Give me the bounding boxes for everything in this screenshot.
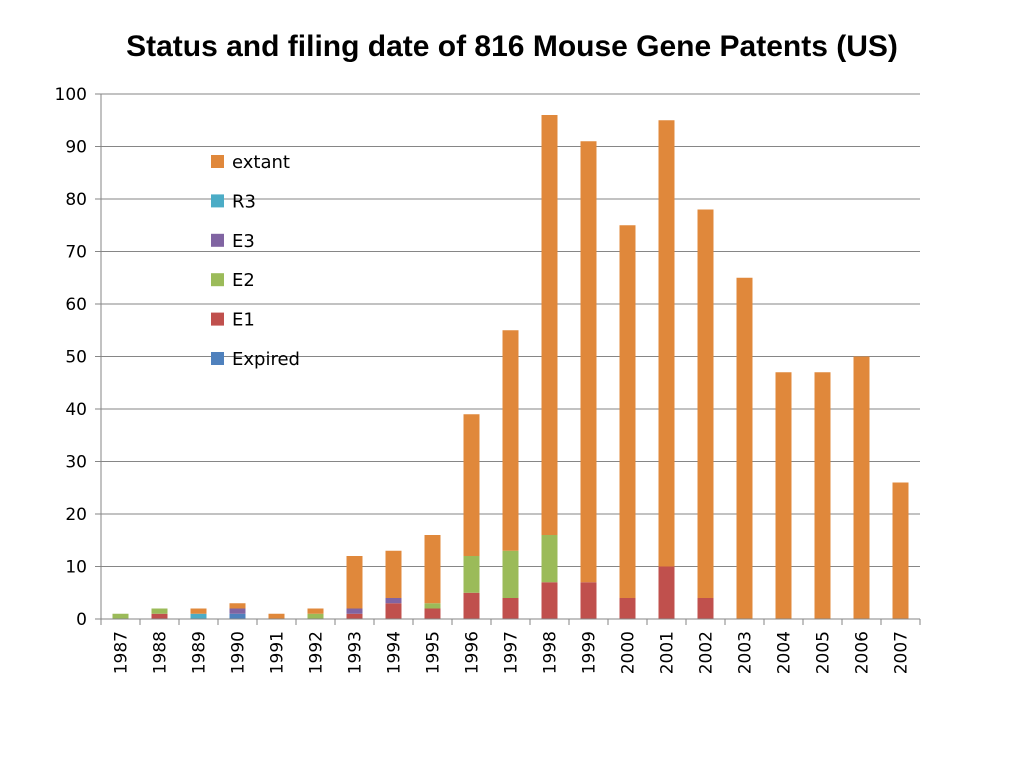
x-tick-label: 2005 <box>814 631 834 674</box>
bar-segment-expired-1990 <box>229 613 246 619</box>
bar-segment-e1-1999 <box>580 582 597 619</box>
bar-segment-extant-1996 <box>463 414 480 556</box>
bar-segment-e2-1987 <box>112 613 129 619</box>
x-tick-label: 2003 <box>736 631 756 674</box>
bar-segment-extant-2001 <box>658 120 675 567</box>
x-tick-label: 1990 <box>229 631 249 674</box>
x-tick-label: 1988 <box>151 631 171 674</box>
bar-segment-e1-1995 <box>424 608 441 619</box>
bar-segment-extant-2007 <box>892 482 909 619</box>
x-tick-label: 2001 <box>658 631 678 674</box>
legend-label-e3: E3 <box>232 231 255 252</box>
x-tick-label: 1987 <box>112 631 132 674</box>
x-tick-label: 1998 <box>541 631 561 674</box>
bar-segment-extant-2006 <box>853 356 870 619</box>
bar-segment-extant-1992 <box>307 608 324 614</box>
bar-segment-extant-1993 <box>346 556 363 609</box>
x-tick-label: 1989 <box>190 631 210 674</box>
bar-segment-extant-2004 <box>775 372 792 619</box>
legend-swatch-r3 <box>211 194 224 208</box>
bar-segment-extant-2003 <box>736 277 753 619</box>
x-tick-label: 1992 <box>307 631 327 674</box>
y-tick-label: 50 <box>65 348 87 368</box>
y-tick-label: 70 <box>65 243 87 263</box>
legend-swatch-extant <box>211 155 224 168</box>
bar-segment-extant-2005 <box>814 372 831 619</box>
y-tick-label: 40 <box>65 400 87 420</box>
y-tick-label: 10 <box>65 558 87 578</box>
x-tick-label: 1996 <box>463 631 483 674</box>
legend-swatch-expired <box>211 352 224 365</box>
bar-segment-extant-1995 <box>424 535 441 604</box>
bar-segment-e2-1996 <box>463 556 480 593</box>
legend-label-e2: E2 <box>232 270 255 291</box>
bar-segment-extant-2000 <box>619 225 636 598</box>
x-tick-label: 1993 <box>346 631 366 674</box>
bar-segment-extant-1989 <box>190 608 207 614</box>
legend: extant R3 E3 E2 E1 Expired <box>211 152 300 370</box>
x-tick-label: 1997 <box>502 631 522 674</box>
bar-segment-extant-1991 <box>268 613 285 619</box>
bar-segment-e1-1996 <box>463 592 480 619</box>
y-tick-label: 0 <box>76 610 87 630</box>
x-tick-label: 2006 <box>853 631 873 674</box>
legend-label-extant: extant <box>232 152 290 173</box>
x-tick-label: 2007 <box>892 631 912 674</box>
bar-segment-e2-1997 <box>502 550 519 598</box>
y-tick-label: 20 <box>65 505 87 525</box>
bar-segment-r3-1989 <box>190 613 207 619</box>
chart-title: Status and filing date of 816 Mouse Gene… <box>126 30 898 63</box>
bar-segment-extant-1994 <box>385 550 402 598</box>
bar-segment-e3-1993 <box>346 608 363 614</box>
x-tick-label: 1991 <box>268 631 288 674</box>
bar-segment-extant-1998 <box>541 115 558 535</box>
bar-segment-e3-1994 <box>385 598 402 604</box>
bar-segment-e1-2002 <box>697 598 714 619</box>
legend-label-expired: Expired <box>232 349 300 370</box>
bar-segment-e1-1994 <box>385 603 402 619</box>
bar-segment-e2-1992 <box>307 613 324 619</box>
x-tick-label: 1994 <box>385 631 405 674</box>
y-tick-label: 30 <box>65 453 87 473</box>
y-tick-label: 100 <box>55 85 87 105</box>
legend-swatch-e2 <box>211 273 224 287</box>
bar-segment-extant-2002 <box>697 209 714 598</box>
y-tick-label: 80 <box>65 190 87 210</box>
legend-swatch-e1 <box>211 312 224 326</box>
bar-segment-e3-1990 <box>229 608 246 614</box>
bar-segment-e2-1998 <box>541 535 558 583</box>
bar-segment-e1-2001 <box>658 566 675 619</box>
y-tick-label: 60 <box>65 295 87 315</box>
x-tick-label: 1995 <box>424 631 444 674</box>
bar-segment-extant-1999 <box>580 141 597 583</box>
bars <box>112 115 909 619</box>
bar-segment-e1-1993 <box>346 613 363 619</box>
legend-swatch-e3 <box>211 233 224 247</box>
axes: 0 10 20 30 40 50 60 70 80 90 100 1987 1988 1989 1990 19… <box>55 85 921 674</box>
bar-segment-e1-2000 <box>619 598 636 619</box>
bar-segment-e2-1988 <box>151 608 168 614</box>
x-tick-label: 2004 <box>775 631 795 674</box>
x-tick-label: 2000 <box>619 631 639 674</box>
y-tick-label: 90 <box>65 138 87 158</box>
x-tick-label: 2002 <box>697 631 717 674</box>
legend-label-e1: E1 <box>232 310 255 331</box>
bar-segment-e1-1997 <box>502 598 519 619</box>
x-tick-label: 1999 <box>580 631 600 674</box>
bar-segment-e1-1988 <box>151 613 168 619</box>
bar-segment-e2-1995 <box>424 603 441 609</box>
bar-segment-e1-1998 <box>541 582 558 619</box>
bar-segment-extant-1990 <box>229 603 246 609</box>
legend-label-r3: R3 <box>232 191 256 212</box>
bar-segment-extant-1997 <box>502 330 519 551</box>
